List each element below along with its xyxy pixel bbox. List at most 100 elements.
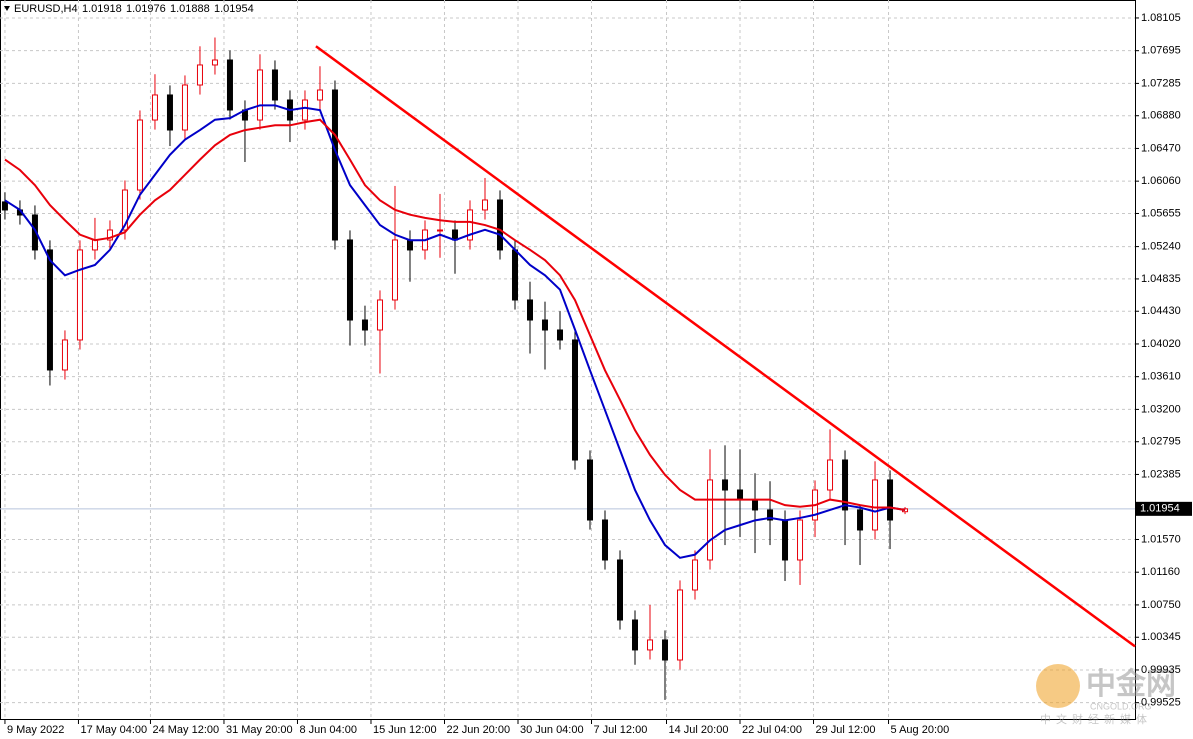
y-tick-label: 1.07695 [1141,45,1181,57]
watermark-logo: 中金网 [1086,667,1176,701]
candle-body [496,199,503,251]
candle-body [662,639,669,661]
y-tick-label: 1.05240 [1141,241,1181,253]
candle-body [587,459,594,521]
x-tick-label: 8 Jun 04:00 [299,724,357,736]
candle-body [752,499,759,511]
candle-body [511,249,518,301]
x-tick-label: 29 Jul 12:00 [816,724,876,736]
ohlc-open: 1.01918 [82,3,122,15]
y-tick-label: 1.04020 [1141,338,1181,350]
candle-body [226,59,233,111]
ohlc-high: 1.01976 [126,3,166,15]
candle-body [316,89,323,101]
candle-body [436,229,443,232]
candle-body [887,479,894,521]
candle-body [722,479,729,491]
candle-body [31,214,38,251]
candle-body [541,319,548,331]
candle-body [76,249,83,341]
y-tick-label: 1.02795 [1141,436,1181,448]
x-tick-label: 22 Jun 20:00 [446,724,510,736]
candle-body [181,84,188,131]
candle-body [767,509,774,521]
x-tick-label: 24 May 12:00 [152,724,219,736]
x-tick-label: 22 Jul 04:00 [742,724,802,736]
candle-body [827,459,834,491]
watermark: 中金网 CNGOLD.ORG 中文财经新媒体 [1036,664,1176,726]
x-tick-label: 9 May 2022 [7,724,64,736]
candle-body [361,319,368,331]
candle-body [331,89,338,241]
candle-body [91,239,98,251]
candle-body [737,489,744,501]
y-tick-label: 1.01570 [1141,533,1181,545]
moving-average [4,118,906,511]
y-tick-label: 1.05655 [1141,207,1181,219]
ohlc-low: 1.01888 [170,3,210,15]
candle-body [376,299,383,331]
y-tick-label: 1.06060 [1141,175,1181,187]
candle-body [391,239,398,301]
candle-body [1,201,8,211]
candle-body [451,229,458,241]
y-tick-label: 1.03200 [1141,403,1181,415]
watermark-slogan: 中文财经新媒体 [1040,712,1152,726]
x-tick-label: 30 Jun 04:00 [520,724,584,736]
ohlc-close: 1.01954 [214,3,254,15]
candle-body [61,339,68,371]
marks [1,37,1136,700]
candle-body [692,559,699,591]
y-tick-label: 1.07285 [1141,77,1181,89]
candle-body [526,299,533,321]
candle-body [406,239,413,251]
candle-body [346,239,353,321]
plot-frame [0,0,1136,720]
candle-body [617,559,624,621]
candle-body [647,639,654,651]
watermark-site: CNGOLD.ORG [1090,701,1152,711]
candle-body [556,329,563,341]
candle-body [872,479,879,531]
header-icon [4,6,10,11]
candle-body [106,229,113,241]
watermark-logo-icon [1036,664,1080,708]
candle-body [797,519,804,561]
candle-body [466,209,473,241]
y-tick-label: 1.02385 [1141,468,1181,480]
y-tick-label: 1.08105 [1141,12,1181,24]
x-tick-label: 17 May 04:00 [80,724,147,736]
y-tick-label: 0.99525 [1141,697,1181,709]
candle-body [151,94,158,121]
x-tick-label: 5 Aug 20:00 [891,724,950,736]
candle-body [211,59,218,66]
candle-body [136,119,143,191]
x-tick-label: 31 May 20:00 [226,724,293,736]
y-tick-label: 1.06880 [1141,110,1181,122]
candle-body [602,519,609,561]
candle-body [301,99,308,121]
y-tick-label: 1.03610 [1141,371,1181,383]
symbol: EURUSD,H4 [14,3,78,15]
candle-body [857,509,864,531]
x-tick-label: 15 Jun 12:00 [373,724,437,736]
header: EURUSD,H4 1.01918 1.01976 1.01888 1.0195… [4,3,254,15]
moving-average [4,104,906,559]
y-tick-label: 1.00750 [1141,599,1181,611]
y-tick-label: 1.04835 [1141,273,1181,285]
x-tick-label: 7 Jul 12:00 [594,724,648,736]
candle-body [271,69,278,101]
y-tick-label: 1.04430 [1141,305,1181,317]
candle-body [782,519,789,561]
y-tick-label: 0.99935 [1141,664,1181,676]
candle-body [196,64,203,86]
candle-body [481,199,488,211]
candle-body [632,619,639,651]
candle-body [46,249,53,371]
candle-body [842,459,849,511]
x-tick-label: 14 Jul 20:00 [669,724,729,736]
candle-body [677,589,684,661]
y-tick-label: 1.06470 [1141,142,1181,154]
y-tick-label: 1.00345 [1141,631,1181,643]
